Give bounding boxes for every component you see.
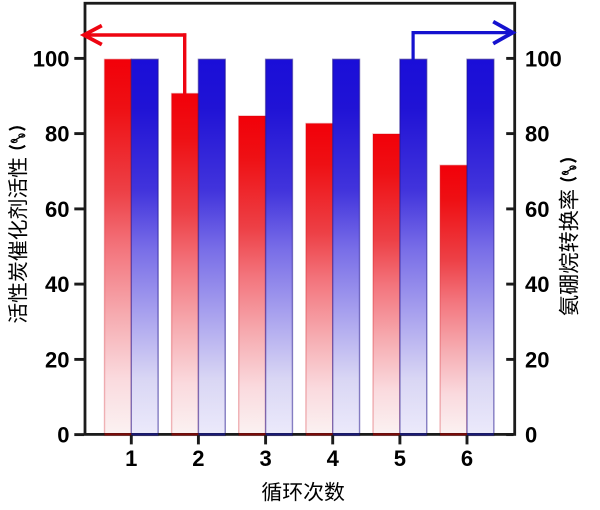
svg-text:80: 80: [45, 122, 69, 147]
svg-text:1: 1: [125, 446, 137, 471]
svg-text:20: 20: [45, 347, 69, 372]
svg-text:6: 6: [461, 446, 473, 471]
svg-text:0: 0: [525, 423, 537, 448]
svg-text:100: 100: [33, 46, 70, 71]
svg-text:60: 60: [45, 197, 69, 222]
svg-text:100: 100: [525, 46, 562, 71]
svg-text:5: 5: [394, 446, 406, 471]
svg-text:3: 3: [259, 446, 271, 471]
svg-text:40: 40: [525, 272, 549, 297]
svg-text:4: 4: [327, 446, 340, 471]
svg-text:2: 2: [192, 446, 204, 471]
svg-text:20: 20: [525, 347, 549, 372]
svg-text:0: 0: [57, 423, 69, 448]
svg-text:80: 80: [525, 122, 549, 147]
svg-text:60: 60: [525, 197, 549, 222]
svg-text:40: 40: [45, 272, 69, 297]
